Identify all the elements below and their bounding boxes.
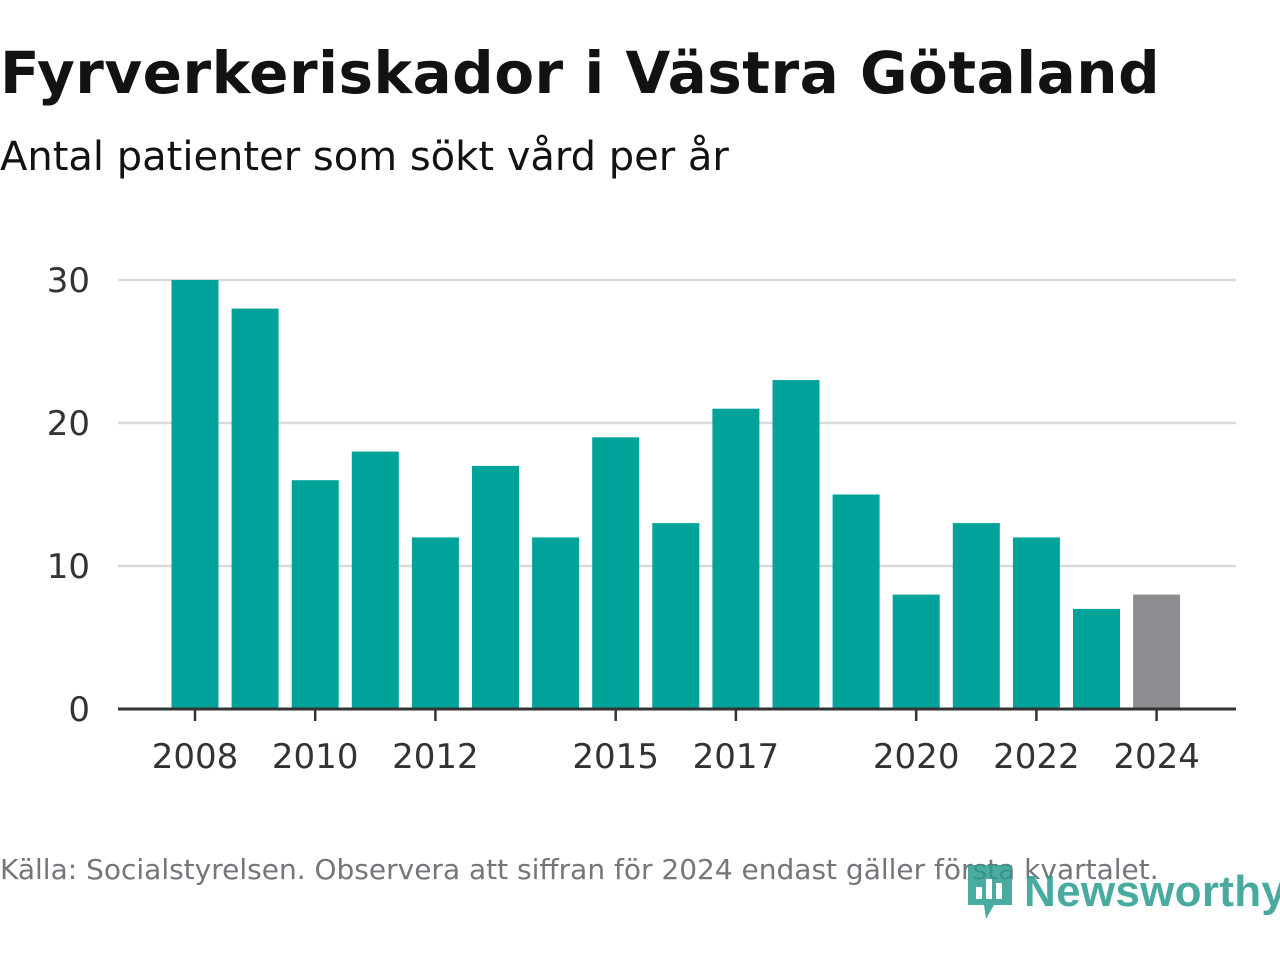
x-tick-label-2015: 2015 (572, 737, 659, 777)
bar-2022 (1012, 537, 1060, 709)
bar-2015 (592, 437, 640, 709)
bar-2024 (1133, 594, 1181, 709)
x-tick-label-2008: 2008 (152, 737, 239, 777)
x-tick-label-2022: 2022 (993, 737, 1080, 777)
bar-2018 (772, 380, 820, 709)
bar-2008 (171, 280, 219, 709)
x-tick-label-2010: 2010 (272, 737, 359, 777)
tick-labels: 0 10 20 30 2008 2010 2012 2015 2017 2020 2022 2024 (47, 261, 1200, 777)
bars (171, 280, 1181, 709)
x-tick-label-2017: 2017 (693, 737, 780, 777)
y-tick-label-10: 10 (47, 547, 90, 587)
bar-2023 (1073, 608, 1120, 709)
x-tick-label-2012: 2012 (392, 737, 479, 777)
x-tick-label-2024: 2024 (1113, 737, 1200, 777)
bar-2009 (231, 308, 279, 709)
chart-title: Fyrverkeriskador i Västra Götaland (0, 39, 1161, 107)
logo-text: Newsworthy (1024, 867, 1280, 916)
axes (118, 707, 1236, 721)
bar-2011 (351, 451, 399, 709)
bar-2019 (832, 494, 880, 709)
x-tick-label-2020: 2020 (873, 737, 960, 777)
bar-2016 (652, 523, 700, 709)
bar-2010 (291, 480, 339, 709)
bar-2014 (532, 537, 580, 709)
y-tick-label-0: 0 (68, 690, 90, 730)
chart-subtitle: Antal patienter som sökt vård per år (0, 134, 729, 180)
y-tick-label-30: 30 (47, 261, 90, 301)
newsworthy-logo-icon (968, 865, 1012, 919)
newsworthy-logo: Newsworthy (964, 860, 1280, 924)
bar-2020 (892, 594, 940, 709)
bar-2021 (952, 523, 1000, 709)
bar-2013 (472, 465, 519, 709)
bar-2017 (712, 408, 760, 709)
source-note: Källa: Socialstyrelsen. Observera att si… (0, 853, 1159, 886)
bar-2012 (411, 537, 459, 709)
y-tick-label-20: 20 (47, 404, 90, 444)
